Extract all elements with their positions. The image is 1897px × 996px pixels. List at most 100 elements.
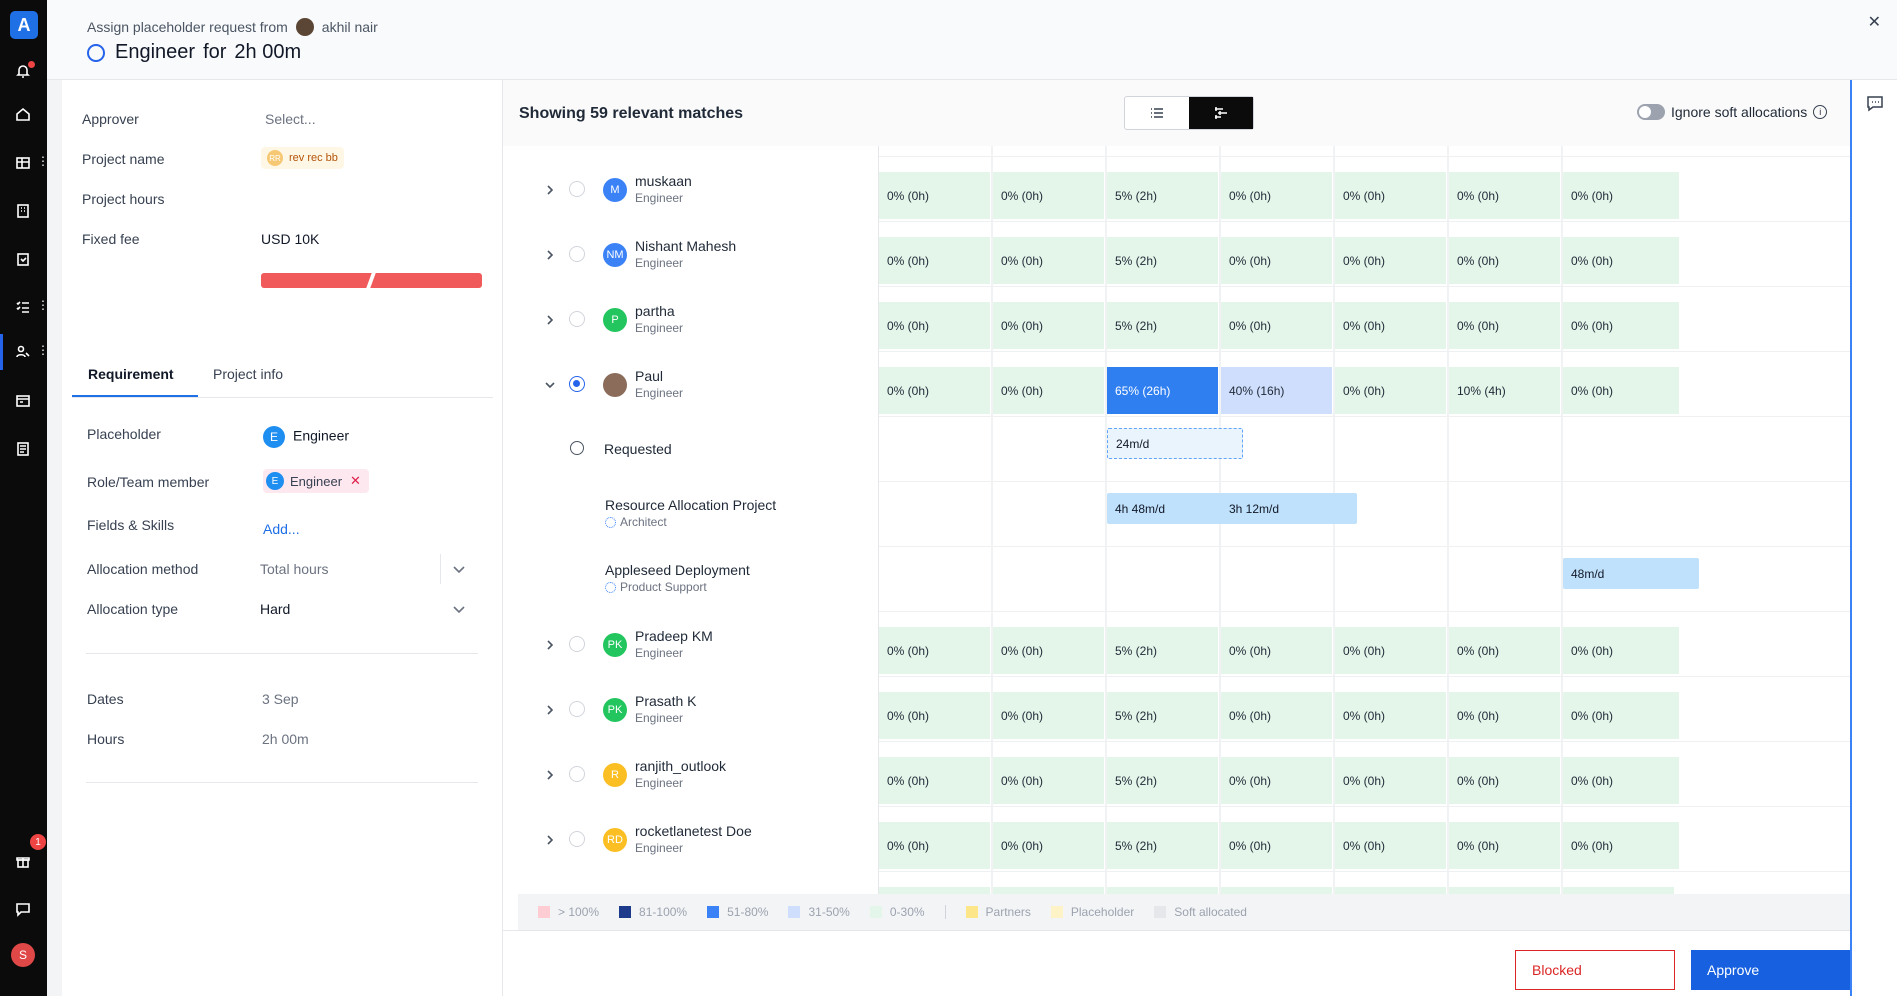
select-radio[interactable] [569, 766, 585, 782]
clipboard-icon[interactable] [12, 248, 34, 270]
table-row[interactable]: NM Nishant Mahesh Engineer 0% (0h) 0% (0h) 5%… [518, 222, 1850, 287]
chevron-right-icon[interactable] [544, 183, 556, 195]
list-view-button[interactable] [1125, 97, 1189, 129]
allocation-cell[interactable]: 5% (2h) [1107, 822, 1218, 869]
remove-icon[interactable]: ✕ [350, 473, 361, 488]
allocation-cell[interactable]: 5% (2h) [1107, 172, 1218, 219]
comment-icon[interactable] [1866, 94, 1884, 112]
building-icon[interactable] [12, 200, 34, 222]
allocation-cell[interactable]: 0% (0h) [1449, 302, 1560, 349]
project-name-tag[interactable]: RR rev rec bb [261, 147, 344, 169]
allocation-cell[interactable]: 0% (0h) [879, 237, 990, 284]
allocation-cell[interactable]: 0% (0h) [1449, 627, 1560, 674]
allocation-cell[interactable]: 0% (0h) [1449, 692, 1560, 739]
timeline-view-button[interactable] [1189, 97, 1253, 129]
allocation-block[interactable]: 3h 12m/d [1221, 493, 1357, 524]
alloc-type-select[interactable]: Hard [260, 601, 291, 617]
select-radio[interactable] [569, 246, 585, 262]
chevron-down-icon[interactable] [544, 378, 556, 390]
role-chip[interactable]: E Engineer ✕ [263, 469, 369, 493]
table-row[interactable]: RD rocketlanetest Doe Engineer 0% (0h) 0% (0… [518, 807, 1850, 872]
allocation-cell[interactable]: 0% (0h) [879, 302, 990, 349]
alloc-method-select[interactable]: Total hours [260, 561, 329, 577]
grid-icon[interactable] [12, 152, 34, 174]
allocation-cell[interactable]: 0% (0h) [1563, 757, 1679, 804]
select-radio[interactable] [569, 701, 585, 717]
allocation-cell[interactable]: 0% (0h) [1221, 172, 1332, 219]
allocation-cell[interactable]: 0% (0h) [1449, 237, 1560, 284]
allocation-block[interactable]: 48m/d [1563, 558, 1699, 589]
allocation-cell[interactable]: 10% (4h) [1449, 367, 1560, 414]
requested-block[interactable]: 24m/d [1107, 428, 1243, 459]
toggle-switch[interactable] [1637, 104, 1665, 120]
home-icon[interactable] [12, 103, 34, 125]
add-skills-link[interactable]: Add... [263, 521, 300, 537]
allocation-cell[interactable]: 0% (0h) [1221, 627, 1332, 674]
people-icon[interactable] [12, 341, 34, 363]
info-icon[interactable]: i [1813, 105, 1828, 119]
document-icon[interactable] [12, 438, 34, 460]
allocation-cell[interactable]: 0% (0h) [1563, 172, 1679, 219]
chevron-right-icon[interactable] [544, 248, 556, 260]
allocation-cell[interactable]: 0% (0h) [1221, 302, 1332, 349]
allocation-cell[interactable]: 0% (0h) [1335, 822, 1446, 869]
allocation-cell[interactable]: 0% (0h) [1221, 692, 1332, 739]
select-radio[interactable] [569, 376, 585, 392]
select-radio[interactable] [569, 636, 585, 652]
allocation-cell[interactable]: 0% (0h) [1335, 302, 1446, 349]
allocation-cell[interactable]: 0% (0h) [1563, 627, 1679, 674]
allocation-cell[interactable]: 0% (0h) [993, 172, 1104, 219]
allocation-cell[interactable]: 0% (0h) [993, 367, 1104, 414]
tab-requirement[interactable]: Requirement [72, 366, 198, 397]
allocation-cell[interactable]: 0% (0h) [1335, 757, 1446, 804]
allocation-cell[interactable]: 0% (0h) [1563, 367, 1679, 414]
allocation-cell[interactable]: 0% (0h) [993, 237, 1104, 284]
chevron-right-icon[interactable] [544, 768, 556, 780]
allocation-cell[interactable]: 0% (0h) [1563, 692, 1679, 739]
allocation-block[interactable]: 4h 48m/d [1107, 493, 1243, 524]
allocation-cell[interactable]: 0% (0h) [993, 692, 1104, 739]
select-radio[interactable] [569, 831, 585, 847]
chevron-right-icon[interactable] [544, 833, 556, 845]
ignore-soft-toggle[interactable]: Ignore soft allocations i [1637, 104, 1828, 120]
chevron-right-icon[interactable] [544, 703, 556, 715]
chevron-down-icon[interactable] [452, 602, 468, 618]
table-row[interactable]: PK Prasath K Engineer 0% (0h) 0% (0h) 5% (2h)… [518, 677, 1850, 742]
allocation-cell[interactable]: 0% (0h) [1221, 757, 1332, 804]
allocation-cell[interactable]: 0% (0h) [993, 302, 1104, 349]
table-row[interactable]: PK Pradeep KM Engineer 0% (0h) 0% (0h) 5% (2h… [518, 612, 1850, 677]
select-radio[interactable] [569, 311, 585, 327]
allocation-cell[interactable]: 5% (2h) [1107, 302, 1218, 349]
allocation-cell[interactable]: 65% (26h) [1107, 367, 1218, 414]
close-icon[interactable]: ✕ [1867, 14, 1881, 31]
allocation-cell[interactable]: 5% (2h) [1107, 627, 1218, 674]
app-logo[interactable]: A [10, 11, 38, 39]
select-radio[interactable] [569, 181, 585, 197]
allocation-cell[interactable]: 0% (0h) [1335, 172, 1446, 219]
allocation-cell[interactable]: 0% (0h) [1449, 757, 1560, 804]
allocation-cell[interactable]: 5% (2h) [1107, 237, 1218, 284]
allocation-cell[interactable]: 0% (0h) [879, 172, 990, 219]
allocation-cell[interactable]: 0% (0h) [879, 367, 990, 414]
allocation-cell[interactable]: 0% (0h) [1221, 237, 1332, 284]
allocation-cell[interactable]: 0% (0h) [1335, 237, 1446, 284]
allocation-cell[interactable]: 0% (0h) [1563, 237, 1679, 284]
chat-icon[interactable] [12, 898, 34, 920]
allocation-cell[interactable]: 0% (0h) [879, 822, 990, 869]
gift-icon[interactable] [12, 850, 34, 872]
allocation-cell[interactable]: 5% (2h) [1107, 757, 1218, 804]
more-icon[interactable]: ⋮ [37, 343, 49, 357]
table-row[interactable]: Paul Engineer 0% (0h) 0% (0h) 65% (26h) 40% (… [518, 352, 1850, 417]
allocation-cell[interactable]: 0% (0h) [993, 627, 1104, 674]
allocation-cell[interactable]: 0% (0h) [1335, 367, 1446, 414]
allocation-cell[interactable]: 0% (0h) [1335, 692, 1446, 739]
allocation-cell[interactable]: 0% (0h) [1449, 822, 1560, 869]
allocation-cell[interactable]: 0% (0h) [879, 692, 990, 739]
allocation-cell[interactable]: 0% (0h) [993, 757, 1104, 804]
more-icon[interactable]: ⋮ [37, 154, 49, 168]
more-icon[interactable]: ⋮ [37, 298, 49, 312]
chevron-right-icon[interactable] [544, 313, 556, 325]
